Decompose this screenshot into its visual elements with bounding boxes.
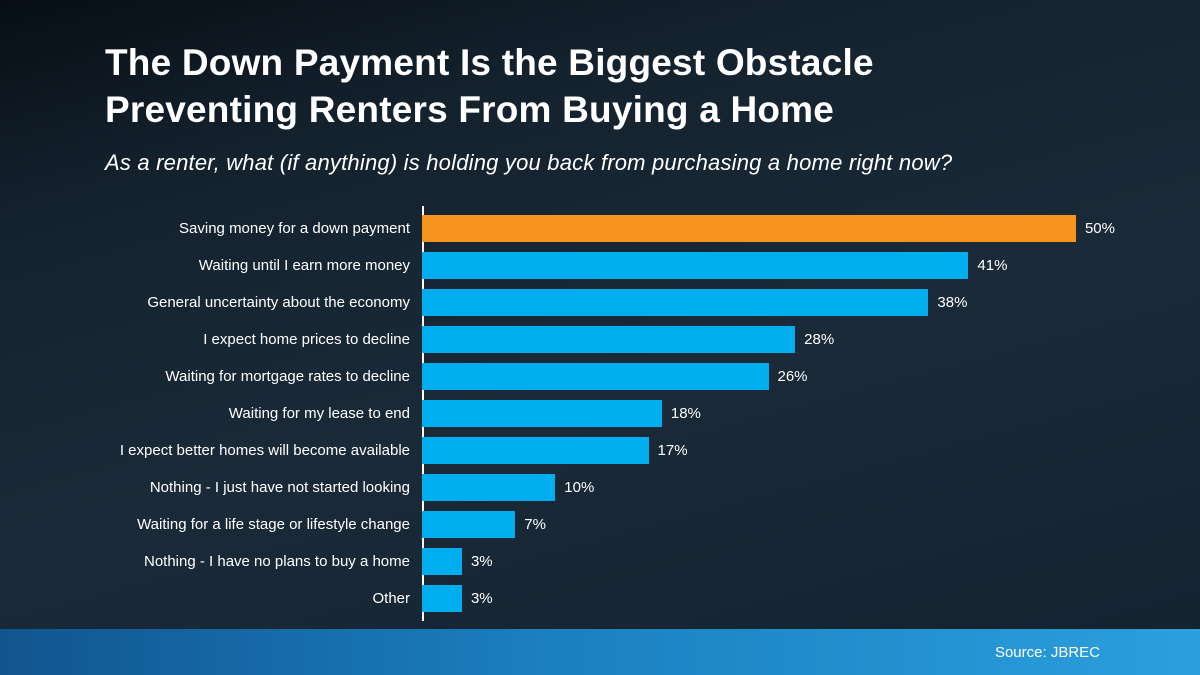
bar-value: 17%: [657, 441, 688, 459]
bar: [422, 362, 769, 390]
bar-area: 38%: [422, 284, 1115, 321]
bar: [422, 584, 462, 612]
bar-value: 50%: [1084, 219, 1115, 237]
bar: [422, 325, 796, 353]
bar-area: 10%: [422, 469, 1115, 506]
page-title-line-2: Preventing Renters From Buying a Home: [105, 88, 835, 130]
chart-row: I expect home prices to decline 28%: [105, 321, 1115, 358]
bar-value: 18%: [670, 404, 701, 422]
chart-row: Nothing - I just have not started lookin…: [105, 469, 1115, 506]
bar-value: 10%: [564, 478, 595, 496]
bar: [422, 288, 929, 316]
bar-label: Waiting for my lease to end: [228, 404, 410, 422]
bar: [422, 436, 649, 464]
bar: [422, 547, 462, 575]
bar: [422, 399, 662, 427]
bar-value: 3%: [470, 552, 493, 570]
bar-label: Waiting until I earn more money: [198, 256, 410, 274]
bar-label: Nothing - I have no plans to buy a home: [143, 552, 410, 570]
bar-area: 26%: [422, 358, 1115, 395]
bar: [422, 251, 969, 279]
bar-value: 3%: [470, 589, 493, 607]
bar: [422, 473, 556, 501]
chart-row: Waiting for mortgage rates to decline 26%: [105, 358, 1115, 395]
bar-area: 17%: [422, 432, 1115, 469]
bar-value: 41%: [977, 256, 1008, 274]
bar: [422, 510, 516, 538]
bar-area: 18%: [422, 395, 1115, 432]
chart-row: Waiting until I earn more money 41%: [105, 247, 1115, 284]
page-title: The Down Payment Is the Biggest Obstacle…: [105, 40, 1140, 134]
chart-row: Other 3%: [105, 580, 1115, 617]
bar-value: 26%: [777, 367, 808, 385]
chart-rows: Saving money for a down payment 50% Waitin…: [105, 210, 1115, 617]
bar-label: Nothing - I just have not started lookin…: [149, 478, 410, 496]
bar: [422, 214, 1076, 242]
chart-row: Waiting for a life stage or lifestyle ch…: [105, 506, 1115, 543]
bar-area: 41%: [422, 247, 1115, 284]
bar-label: I expect better homes will become availa…: [119, 441, 410, 459]
bar-label: General uncertainty about the economy: [147, 293, 410, 311]
chart-row: I expect better homes will become availa…: [105, 432, 1115, 469]
bar-label: Waiting for mortgage rates to decline: [165, 367, 410, 385]
bar-label: I expect home prices to decline: [203, 330, 410, 348]
chart-row: Saving money for a down payment 50%: [105, 210, 1115, 247]
source-label: Source: JBREC: [994, 643, 1100, 661]
bar-label: Saving money for a down payment: [179, 219, 410, 237]
footer-bar: Source: JBREC: [0, 629, 1200, 675]
bar-value: 28%: [804, 330, 835, 348]
bar-area: 7%: [422, 506, 1115, 543]
bar-value: 7%: [524, 515, 546, 533]
chart-row: Waiting for my lease to end 18%: [105, 395, 1115, 432]
title-block: The Down Payment Is the Biggest Obstacle…: [0, 0, 1200, 176]
bar-label: Other: [372, 589, 410, 607]
chart-row: General uncertainty about the economy 38%: [105, 284, 1115, 321]
chart-subtitle: As a renter, what (if anything) is holdi…: [105, 149, 953, 175]
bar-area: 3%: [422, 580, 1115, 617]
bar-area: 50%: [422, 210, 1115, 247]
bar-value: 38%: [937, 293, 968, 311]
bar-chart: Saving money for a down payment 50% Waitin…: [105, 205, 1115, 621]
bar-area: 28%: [422, 321, 1115, 358]
page-title-line-1: The Down Payment Is the Biggest Obstacle: [105, 42, 874, 83]
chart-row: Nothing - I have no plans to buy a home 3…: [105, 543, 1115, 580]
bar-label: Waiting for a life stage or lifestyle ch…: [137, 515, 410, 533]
bar-area: 3%: [422, 543, 1115, 580]
